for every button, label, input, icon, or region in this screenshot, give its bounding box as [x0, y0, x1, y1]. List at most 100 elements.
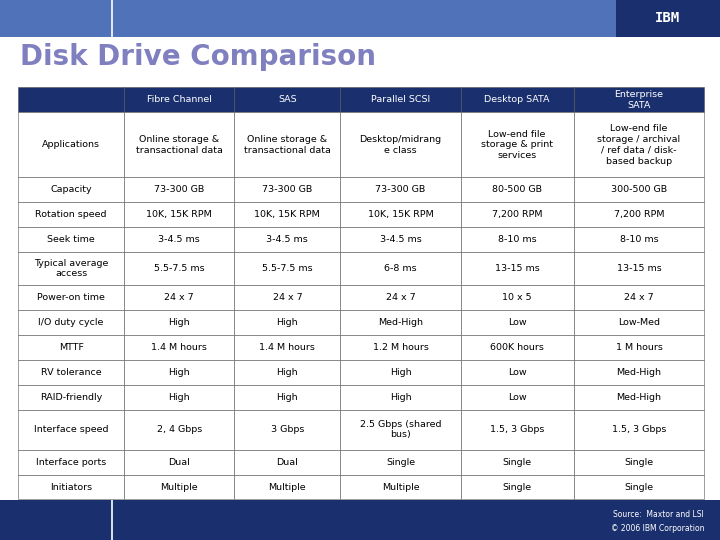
Text: 24 x 7: 24 x 7: [164, 293, 194, 302]
Text: I/O duty cycle: I/O duty cycle: [38, 318, 104, 327]
Bar: [574, 227, 704, 252]
Text: High: High: [390, 393, 411, 402]
Bar: [574, 87, 704, 112]
Bar: [341, 87, 461, 112]
Bar: [0, 0, 720, 37]
Text: 10 x 5: 10 x 5: [503, 293, 532, 302]
Text: High: High: [168, 318, 190, 327]
Bar: [18, 450, 125, 475]
Text: High: High: [276, 318, 298, 327]
Bar: [125, 285, 234, 310]
Text: Low: Low: [508, 393, 526, 402]
Text: 8-10 ms: 8-10 ms: [620, 235, 658, 244]
Text: RAID-friendly: RAID-friendly: [40, 393, 102, 402]
Bar: [18, 285, 125, 310]
Text: 3-4.5 ms: 3-4.5 ms: [379, 235, 421, 244]
Text: Single: Single: [624, 457, 654, 467]
Text: 5.5-7.5 ms: 5.5-7.5 ms: [154, 264, 204, 273]
Text: 5.5-7.5 ms: 5.5-7.5 ms: [262, 264, 312, 273]
Text: Med-High: Med-High: [378, 318, 423, 327]
Bar: [574, 285, 704, 310]
Bar: [18, 202, 125, 227]
Bar: [125, 335, 234, 360]
Bar: [461, 310, 574, 335]
Text: Multiple: Multiple: [161, 483, 198, 491]
Bar: [574, 177, 704, 202]
Text: Power-on time: Power-on time: [37, 293, 105, 302]
Text: High: High: [168, 368, 190, 376]
Text: Single: Single: [386, 457, 415, 467]
Bar: [234, 87, 341, 112]
Text: 80-500 GB: 80-500 GB: [492, 185, 542, 194]
Bar: [461, 227, 574, 252]
Bar: [461, 384, 574, 410]
Bar: [234, 227, 341, 252]
Bar: [18, 335, 125, 360]
Text: Rotation speed: Rotation speed: [35, 211, 107, 219]
Bar: [461, 202, 574, 227]
Bar: [461, 335, 574, 360]
Text: Low-end file
storage & print
services: Low-end file storage & print services: [481, 130, 553, 160]
Bar: [234, 335, 341, 360]
Text: Low: Low: [508, 368, 526, 376]
Bar: [341, 384, 461, 410]
Bar: [574, 450, 704, 475]
Text: Typical average
access: Typical average access: [34, 259, 109, 279]
Bar: [461, 87, 574, 112]
Bar: [574, 310, 704, 335]
Bar: [461, 177, 574, 202]
Text: Single: Single: [503, 457, 532, 467]
Text: Dual: Dual: [168, 457, 190, 467]
Text: Multiple: Multiple: [269, 483, 306, 491]
Text: SAS: SAS: [278, 96, 297, 104]
Bar: [341, 335, 461, 360]
Text: High: High: [276, 368, 298, 376]
Text: Desktop SATA: Desktop SATA: [485, 96, 550, 104]
Text: Single: Single: [503, 483, 532, 491]
Text: 73-300 GB: 73-300 GB: [375, 185, 426, 194]
Bar: [574, 475, 704, 500]
Bar: [125, 410, 234, 450]
Bar: [341, 410, 461, 450]
Text: 300-500 GB: 300-500 GB: [611, 185, 667, 194]
Bar: [461, 450, 574, 475]
Text: 13-15 ms: 13-15 ms: [616, 264, 662, 273]
Text: 2, 4 Gbps: 2, 4 Gbps: [157, 425, 202, 434]
Bar: [341, 450, 461, 475]
Bar: [125, 252, 234, 285]
Text: Online storage &
transactional data: Online storage & transactional data: [136, 135, 222, 155]
Bar: [0, 37, 720, 500]
Bar: [125, 112, 234, 177]
Text: 24 x 7: 24 x 7: [386, 293, 415, 302]
Text: IBM: IBM: [655, 11, 680, 25]
Bar: [125, 450, 234, 475]
Text: 24 x 7: 24 x 7: [272, 293, 302, 302]
Bar: [234, 410, 341, 450]
Bar: [341, 475, 461, 500]
Bar: [125, 177, 234, 202]
Bar: [18, 252, 125, 285]
Text: 10K, 15K RPM: 10K, 15K RPM: [254, 211, 320, 219]
Bar: [234, 360, 341, 384]
Bar: [341, 202, 461, 227]
Text: 6-8 ms: 6-8 ms: [384, 264, 417, 273]
Text: Fibre Channel: Fibre Channel: [147, 96, 212, 104]
Bar: [574, 360, 704, 384]
Bar: [125, 227, 234, 252]
Text: 13-15 ms: 13-15 ms: [495, 264, 539, 273]
Text: Capacity: Capacity: [50, 185, 92, 194]
Bar: [341, 227, 461, 252]
Text: 10K, 15K RPM: 10K, 15K RPM: [146, 211, 212, 219]
Bar: [234, 202, 341, 227]
Bar: [341, 360, 461, 384]
Bar: [234, 384, 341, 410]
Bar: [18, 87, 125, 112]
Text: 7,200 RPM: 7,200 RPM: [613, 211, 665, 219]
Bar: [125, 202, 234, 227]
Text: 1.5, 3 Gbps: 1.5, 3 Gbps: [612, 425, 666, 434]
Bar: [18, 410, 125, 450]
Text: Med-High: Med-High: [616, 393, 662, 402]
Text: Multiple: Multiple: [382, 483, 419, 491]
Bar: [616, 0, 720, 37]
Bar: [461, 475, 574, 500]
